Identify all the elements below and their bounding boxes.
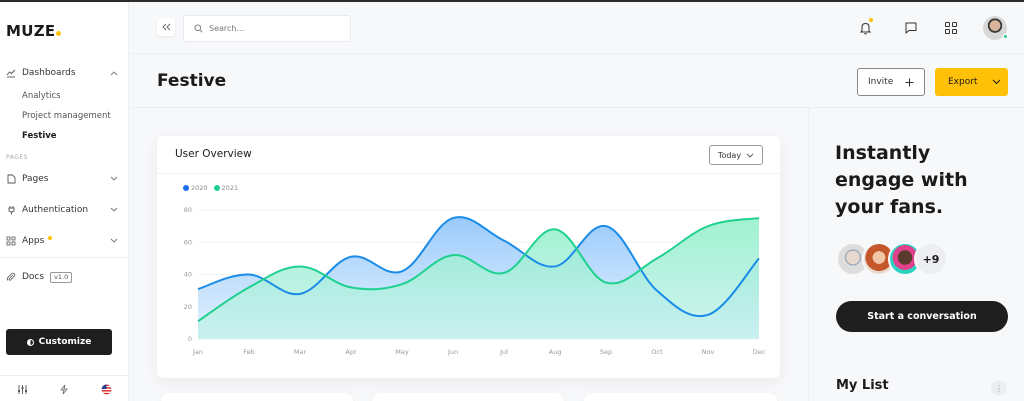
svg-text:Sep: Sep (600, 348, 612, 356)
stat-card (372, 393, 564, 401)
plug-icon (6, 205, 16, 215)
notifications-button[interactable] (856, 18, 874, 37)
svg-text:20: 20 (184, 303, 192, 311)
top-header (130, 2, 1024, 54)
svg-text:80: 80 (184, 206, 192, 214)
svg-text:Dec: Dec (753, 348, 766, 356)
sidebar-item-label: Dashboards (22, 68, 76, 78)
bell-icon (859, 22, 871, 35)
stat-card (161, 393, 353, 401)
online-status-dot (1003, 34, 1008, 39)
customize-button[interactable]: Customize (6, 329, 112, 355)
svg-text:Jan: Jan (192, 348, 203, 356)
chevron-up-icon (110, 69, 118, 78)
line-2020 (197, 216, 760, 318)
legend-item-2020[interactable]: 2020 (183, 184, 208, 192)
area-2021 (198, 218, 759, 339)
version-badge: v1.0 (50, 271, 73, 283)
file-icon (6, 174, 16, 184)
stat-card (584, 393, 777, 401)
sliders-icon[interactable] (16, 383, 30, 397)
svg-text:Jun: Jun (447, 348, 458, 356)
avatar[interactable] (836, 242, 870, 276)
right-panel: Instantly engage with your fans. +9 Star… (808, 108, 1024, 401)
contrast-icon (26, 338, 34, 346)
sidebar-item-label: Docs (22, 272, 45, 282)
svg-text:Oct: Oct (651, 348, 663, 356)
kebab-icon[interactable]: ⋮ (991, 380, 1007, 396)
chat-icon (905, 22, 917, 34)
start-conversation-button[interactable]: Start a conversation (836, 301, 1008, 332)
grid-icon (6, 236, 16, 246)
chevron-down-icon (746, 153, 754, 158)
sidebar-subitem-analytics[interactable]: Analytics (22, 91, 61, 101)
chevron-down-icon (992, 79, 1001, 85)
logo[interactable]: MUZE (6, 22, 62, 40)
sidebar-subitem-project-management[interactable]: Project management (22, 111, 111, 121)
sidebar-item-pages[interactable]: Pages (6, 170, 118, 188)
svg-text:Jul: Jul (499, 348, 508, 356)
sidebar-divider (0, 257, 129, 258)
page-title-bar: Festive Invite Export (130, 55, 1024, 108)
collapse-sidebar-button[interactable] (157, 18, 175, 36)
legend-item-2021[interactable]: 2021 (213, 184, 238, 192)
messages-button[interactable] (902, 19, 920, 37)
chevron-down-icon (110, 206, 118, 215)
sidebar-footer (0, 375, 129, 401)
user-overview-card: User Overview Today 2020 2021 0 20 40 60 80 J… (157, 136, 780, 378)
page-title: Festive (157, 71, 227, 91)
svg-text:Nov: Nov (702, 348, 715, 356)
lightning-icon[interactable] (57, 383, 71, 397)
card-title: User Overview (175, 148, 252, 160)
svg-text:Aug: Aug (549, 348, 562, 356)
apps-grid-icon (945, 22, 957, 34)
us-flag-icon[interactable] (99, 383, 113, 397)
search-box[interactable] (183, 15, 351, 42)
promo-heading: Instantly engage with your fans. (835, 142, 968, 218)
svg-text:Feb: Feb (243, 348, 255, 356)
sidebar-item-label: Authentication (22, 205, 89, 215)
search-input[interactable] (209, 24, 339, 33)
chart-legend: 2020 2021 (183, 184, 238, 192)
my-list-title: My List (836, 378, 889, 393)
sidebar-item-apps[interactable]: Apps (6, 232, 118, 250)
apps-button[interactable] (942, 19, 960, 37)
logo-dot (56, 31, 62, 36)
svg-text:Apr: Apr (345, 348, 357, 356)
search-icon (194, 24, 203, 33)
sidebar-item-docs[interactable]: Docs v1.0 (6, 268, 118, 286)
sidebar: MUZE Dashboards Analytics Project manage… (0, 2, 129, 401)
area-chart: 0 20 40 60 80 Jan Feb Mar Apr May Jun Jul Aug Sep Oct N… (184, 206, 766, 356)
section-label-pages: PAGES (6, 154, 28, 161)
svg-text:0: 0 (188, 335, 192, 343)
sidebar-item-authentication[interactable]: Authentication (6, 201, 118, 219)
plus-icon (905, 78, 914, 86)
period-dropdown[interactable]: Today (709, 145, 763, 165)
svg-text:60: 60 (184, 238, 192, 246)
sidebar-item-label: Pages (22, 174, 49, 184)
window-top-edge (0, 0, 1024, 2)
chevron-down-icon (110, 175, 118, 184)
paperclip-icon (6, 272, 16, 282)
card-header: User Overview Today (157, 136, 780, 174)
line-2021 (197, 217, 760, 323)
notification-dot (869, 18, 873, 22)
avatar-group: +9 (836, 242, 948, 276)
more-avatars-count[interactable]: +9 (914, 242, 948, 276)
sidebar-item-dashboards[interactable]: Dashboards (6, 64, 118, 82)
svg-text:Mar: Mar (294, 348, 307, 356)
svg-text:May: May (395, 348, 409, 356)
svg-text:40: 40 (184, 271, 192, 279)
export-button[interactable]: Export (935, 68, 1008, 96)
notification-dot (48, 236, 53, 240)
sidebar-item-label: Apps (22, 236, 45, 246)
chart-line-icon (6, 68, 16, 78)
invite-button[interactable]: Invite (857, 68, 925, 96)
user-avatar[interactable] (983, 16, 1008, 40)
double-chevron-left-icon (161, 23, 170, 31)
chevron-down-icon (110, 237, 118, 246)
sidebar-subitem-festive[interactable]: Festive (22, 131, 57, 141)
